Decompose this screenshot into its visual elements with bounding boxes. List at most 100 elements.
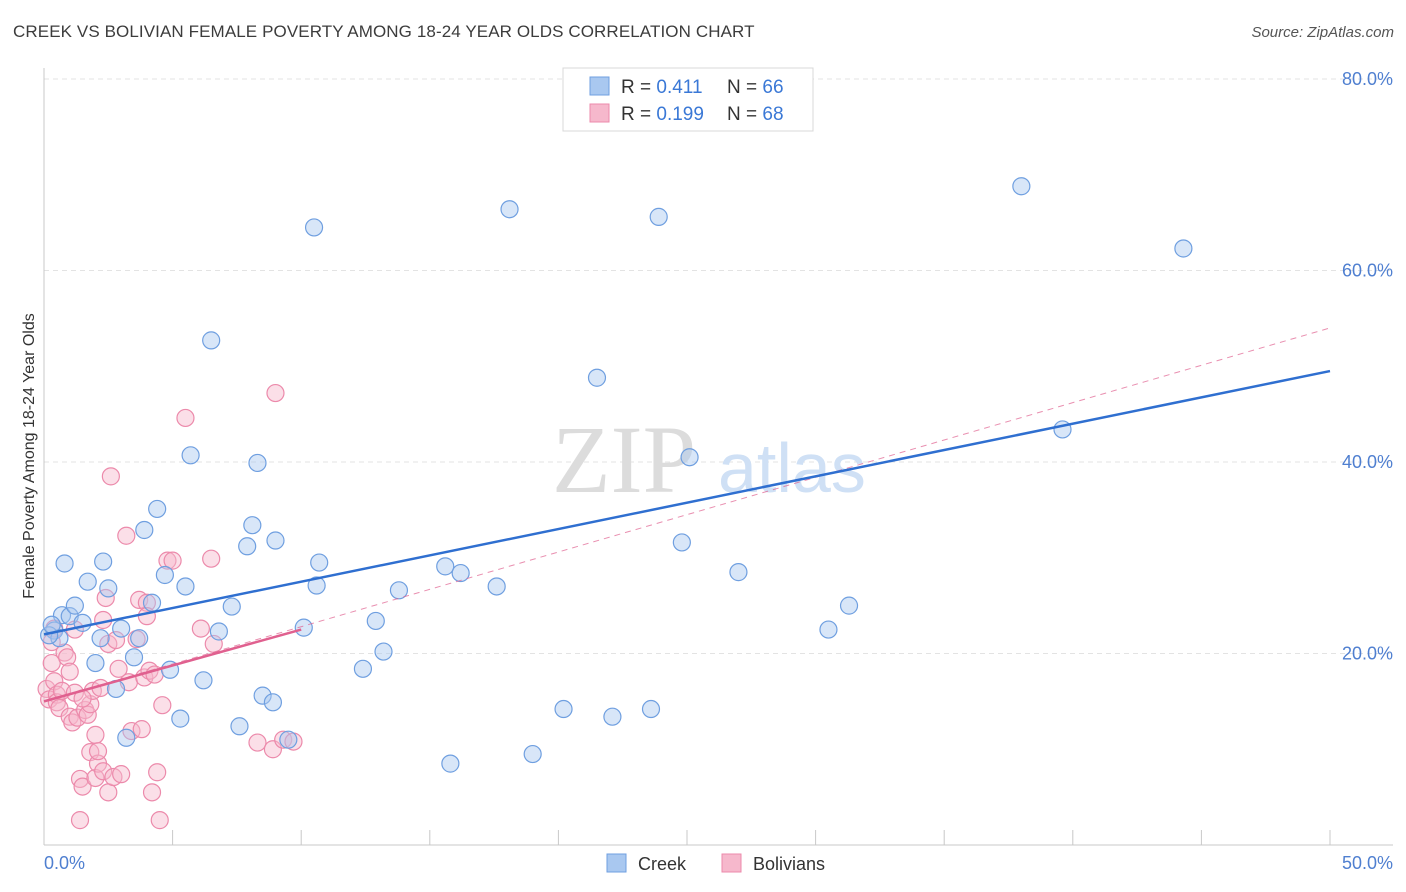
creek-point	[366, 611, 385, 631]
bolivians-point	[191, 619, 210, 638]
creek-point	[176, 577, 195, 596]
bolivians-point	[109, 659, 128, 678]
legend-bolivians-r-label: R =	[621, 104, 656, 125]
creek-point	[649, 207, 668, 226]
bolivians-point	[248, 733, 267, 752]
creek-trend-line	[43, 369, 1331, 636]
watermark-zip: ZIP	[552, 406, 696, 513]
legend-bolivians-n-label: N =	[727, 104, 762, 125]
bolivians-point	[60, 662, 79, 681]
creek-point	[238, 537, 257, 556]
bottom-legend-creek-label: Creek	[638, 854, 687, 874]
creek-point	[99, 579, 118, 598]
bolivians-point	[163, 551, 182, 570]
creek-point	[40, 626, 59, 645]
creek-point	[487, 577, 506, 596]
creek-point	[94, 552, 113, 571]
x-tick-labels: 0.0% 50.0%	[44, 853, 1393, 873]
creek-point	[554, 699, 573, 719]
creek-point	[680, 448, 699, 467]
bottom-legend-bolivians-label: Bolivians	[753, 854, 825, 874]
watermark-atlas: atlas	[718, 429, 866, 507]
creek-point	[263, 693, 283, 712]
creek-point	[310, 553, 329, 572]
stats-legend: R = 0.411 N = 66 R = 0.199 N = 68	[562, 67, 814, 132]
grid-lines	[44, 78, 1393, 654]
creek-point	[78, 572, 97, 591]
bolivians-point	[55, 643, 74, 662]
creek-point	[672, 533, 691, 552]
bolivians-point	[158, 551, 177, 570]
axes	[43, 68, 1393, 846]
creek-point	[91, 629, 110, 648]
bolivians-point	[88, 742, 108, 761]
creek-point	[436, 557, 455, 576]
creek-point	[243, 516, 262, 535]
bolivians-trend-extended	[43, 327, 1331, 702]
creek-point	[294, 618, 313, 637]
creek-point	[55, 554, 74, 573]
creek-point	[389, 581, 409, 600]
creek-point	[819, 620, 838, 639]
creek-point	[839, 596, 859, 615]
bolivians-point	[153, 696, 172, 715]
x-tick-label: 0.0%	[44, 853, 85, 873]
creek-point	[230, 717, 249, 736]
creek-point	[124, 648, 144, 667]
bolivians-point	[70, 811, 90, 830]
bolivians-point	[58, 648, 77, 667]
svg-text:N = 66: N = 66	[727, 77, 784, 98]
bolivians-point	[94, 762, 113, 781]
creek-point	[523, 744, 542, 764]
creek-point	[117, 728, 136, 747]
legend-bolivians-swatch	[589, 103, 610, 123]
creek-point	[374, 642, 393, 661]
bolivians-point	[78, 705, 97, 724]
bolivians-point	[148, 763, 167, 782]
creek-point	[135, 520, 154, 540]
svg-text:N = 68: N = 68	[727, 104, 784, 125]
bolivians-point	[37, 679, 56, 699]
creek-point	[171, 709, 190, 728]
creek-point	[209, 622, 228, 641]
creek-point	[130, 629, 149, 648]
bolivians-point	[101, 467, 120, 486]
chart-title: CREEK VS BOLIVIAN FEMALE POVERTY AMONG 1…	[13, 22, 755, 41]
creek-point	[1012, 177, 1031, 196]
creek-point	[307, 576, 326, 595]
creek-point	[266, 531, 285, 550]
legend-bolivians-n-value: 68	[762, 104, 783, 125]
bolivians-point	[202, 549, 221, 568]
bottom-legend-bolivians-swatch	[721, 853, 742, 873]
bolivians-point	[117, 526, 136, 545]
creek-series	[40, 177, 1193, 773]
legend-creek-swatch	[589, 76, 610, 96]
bolivians-trend-line	[43, 628, 302, 703]
bolivians-point	[132, 720, 151, 739]
creek-point	[181, 446, 200, 465]
bolivians-point	[176, 408, 195, 428]
watermark: ZIP atlas	[552, 406, 866, 513]
y-axis-label: Female Poverty Among 18-24 Year Olds	[21, 313, 38, 599]
legend-bolivians-r-value: 0.199	[656, 104, 704, 125]
creek-point	[279, 730, 298, 749]
bolivians-series	[37, 383, 303, 830]
creek-point	[86, 653, 105, 673]
creek-point	[729, 563, 748, 582]
creek-point	[451, 563, 470, 583]
y-tick-labels: 20.0% 40.0% 60.0% 80.0%	[1342, 69, 1393, 664]
bolivians-point	[266, 383, 285, 403]
bolivians-point	[150, 811, 169, 830]
creek-point	[65, 596, 84, 615]
creek-point	[253, 686, 272, 705]
bolivians-point	[76, 700, 95, 720]
legend-creek-n-value: 66	[762, 77, 783, 98]
series-legend: Creek Bolivians	[606, 853, 825, 874]
legend-creek-r-value: 0.411	[656, 77, 702, 98]
creek-point	[112, 619, 131, 638]
creek-point	[441, 754, 460, 773]
x-tick-label: 50.0%	[1342, 853, 1393, 873]
creek-point	[142, 593, 162, 612]
bolivians-point	[142, 783, 162, 802]
creek-point	[194, 671, 213, 690]
